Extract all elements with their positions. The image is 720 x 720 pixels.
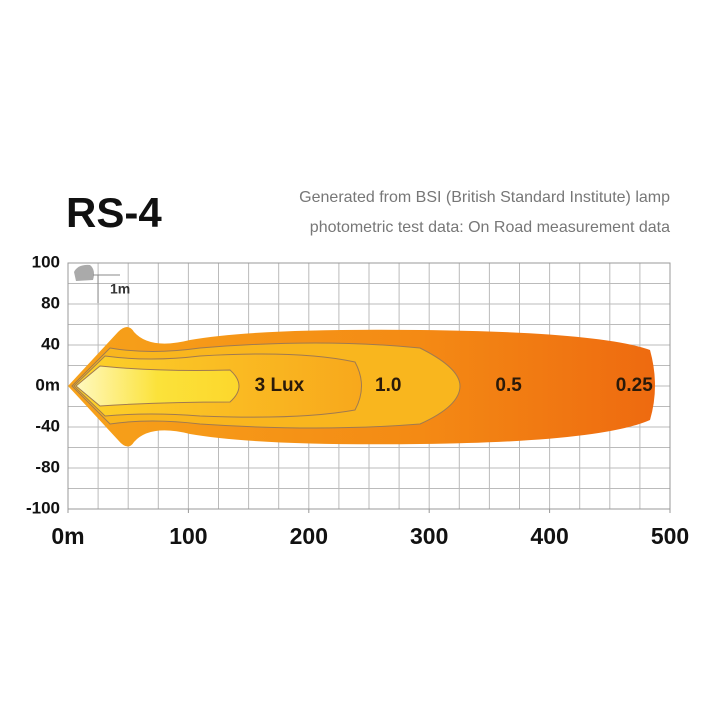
x-tick-label: 200 bbox=[290, 523, 328, 549]
y-tick-label: 40 bbox=[41, 334, 60, 353]
x-tick-label: 400 bbox=[530, 523, 568, 549]
labels: 3 Lux 1.0 0.5 0.25 bbox=[255, 375, 654, 396]
y-tick-label: 0m bbox=[35, 375, 60, 394]
contour-label: 3 Lux bbox=[255, 375, 305, 396]
x-tick-label: 100 bbox=[169, 523, 207, 549]
contour-label: 0.25 bbox=[616, 375, 653, 396]
subtitle: photometric test data: On Road measureme… bbox=[310, 219, 670, 236]
beam bbox=[68, 327, 655, 447]
x-tick-label: 500 bbox=[651, 523, 689, 549]
y-tick-label: 100 bbox=[32, 252, 60, 271]
y-tick-label: 80 bbox=[41, 293, 60, 312]
icon bbox=[74, 264, 94, 281]
chart-title: RS-4 bbox=[66, 189, 162, 236]
contour-label: 0.5 bbox=[495, 375, 522, 396]
scale-note: 1m bbox=[74, 264, 130, 303]
contour-3 bbox=[75, 365, 240, 407]
y-tick-label: -100 bbox=[26, 498, 60, 517]
x-tick-label: 300 bbox=[410, 523, 448, 549]
y-tick-label: -40 bbox=[35, 416, 60, 435]
scale-label: 1m bbox=[110, 281, 130, 297]
x-tick-label: 0m bbox=[51, 523, 84, 549]
contour-label: 1.0 bbox=[375, 375, 401, 396]
subtitle: Generated from BSI (British Standard Ins… bbox=[299, 189, 670, 206]
y-tick-label: -80 bbox=[35, 457, 60, 476]
